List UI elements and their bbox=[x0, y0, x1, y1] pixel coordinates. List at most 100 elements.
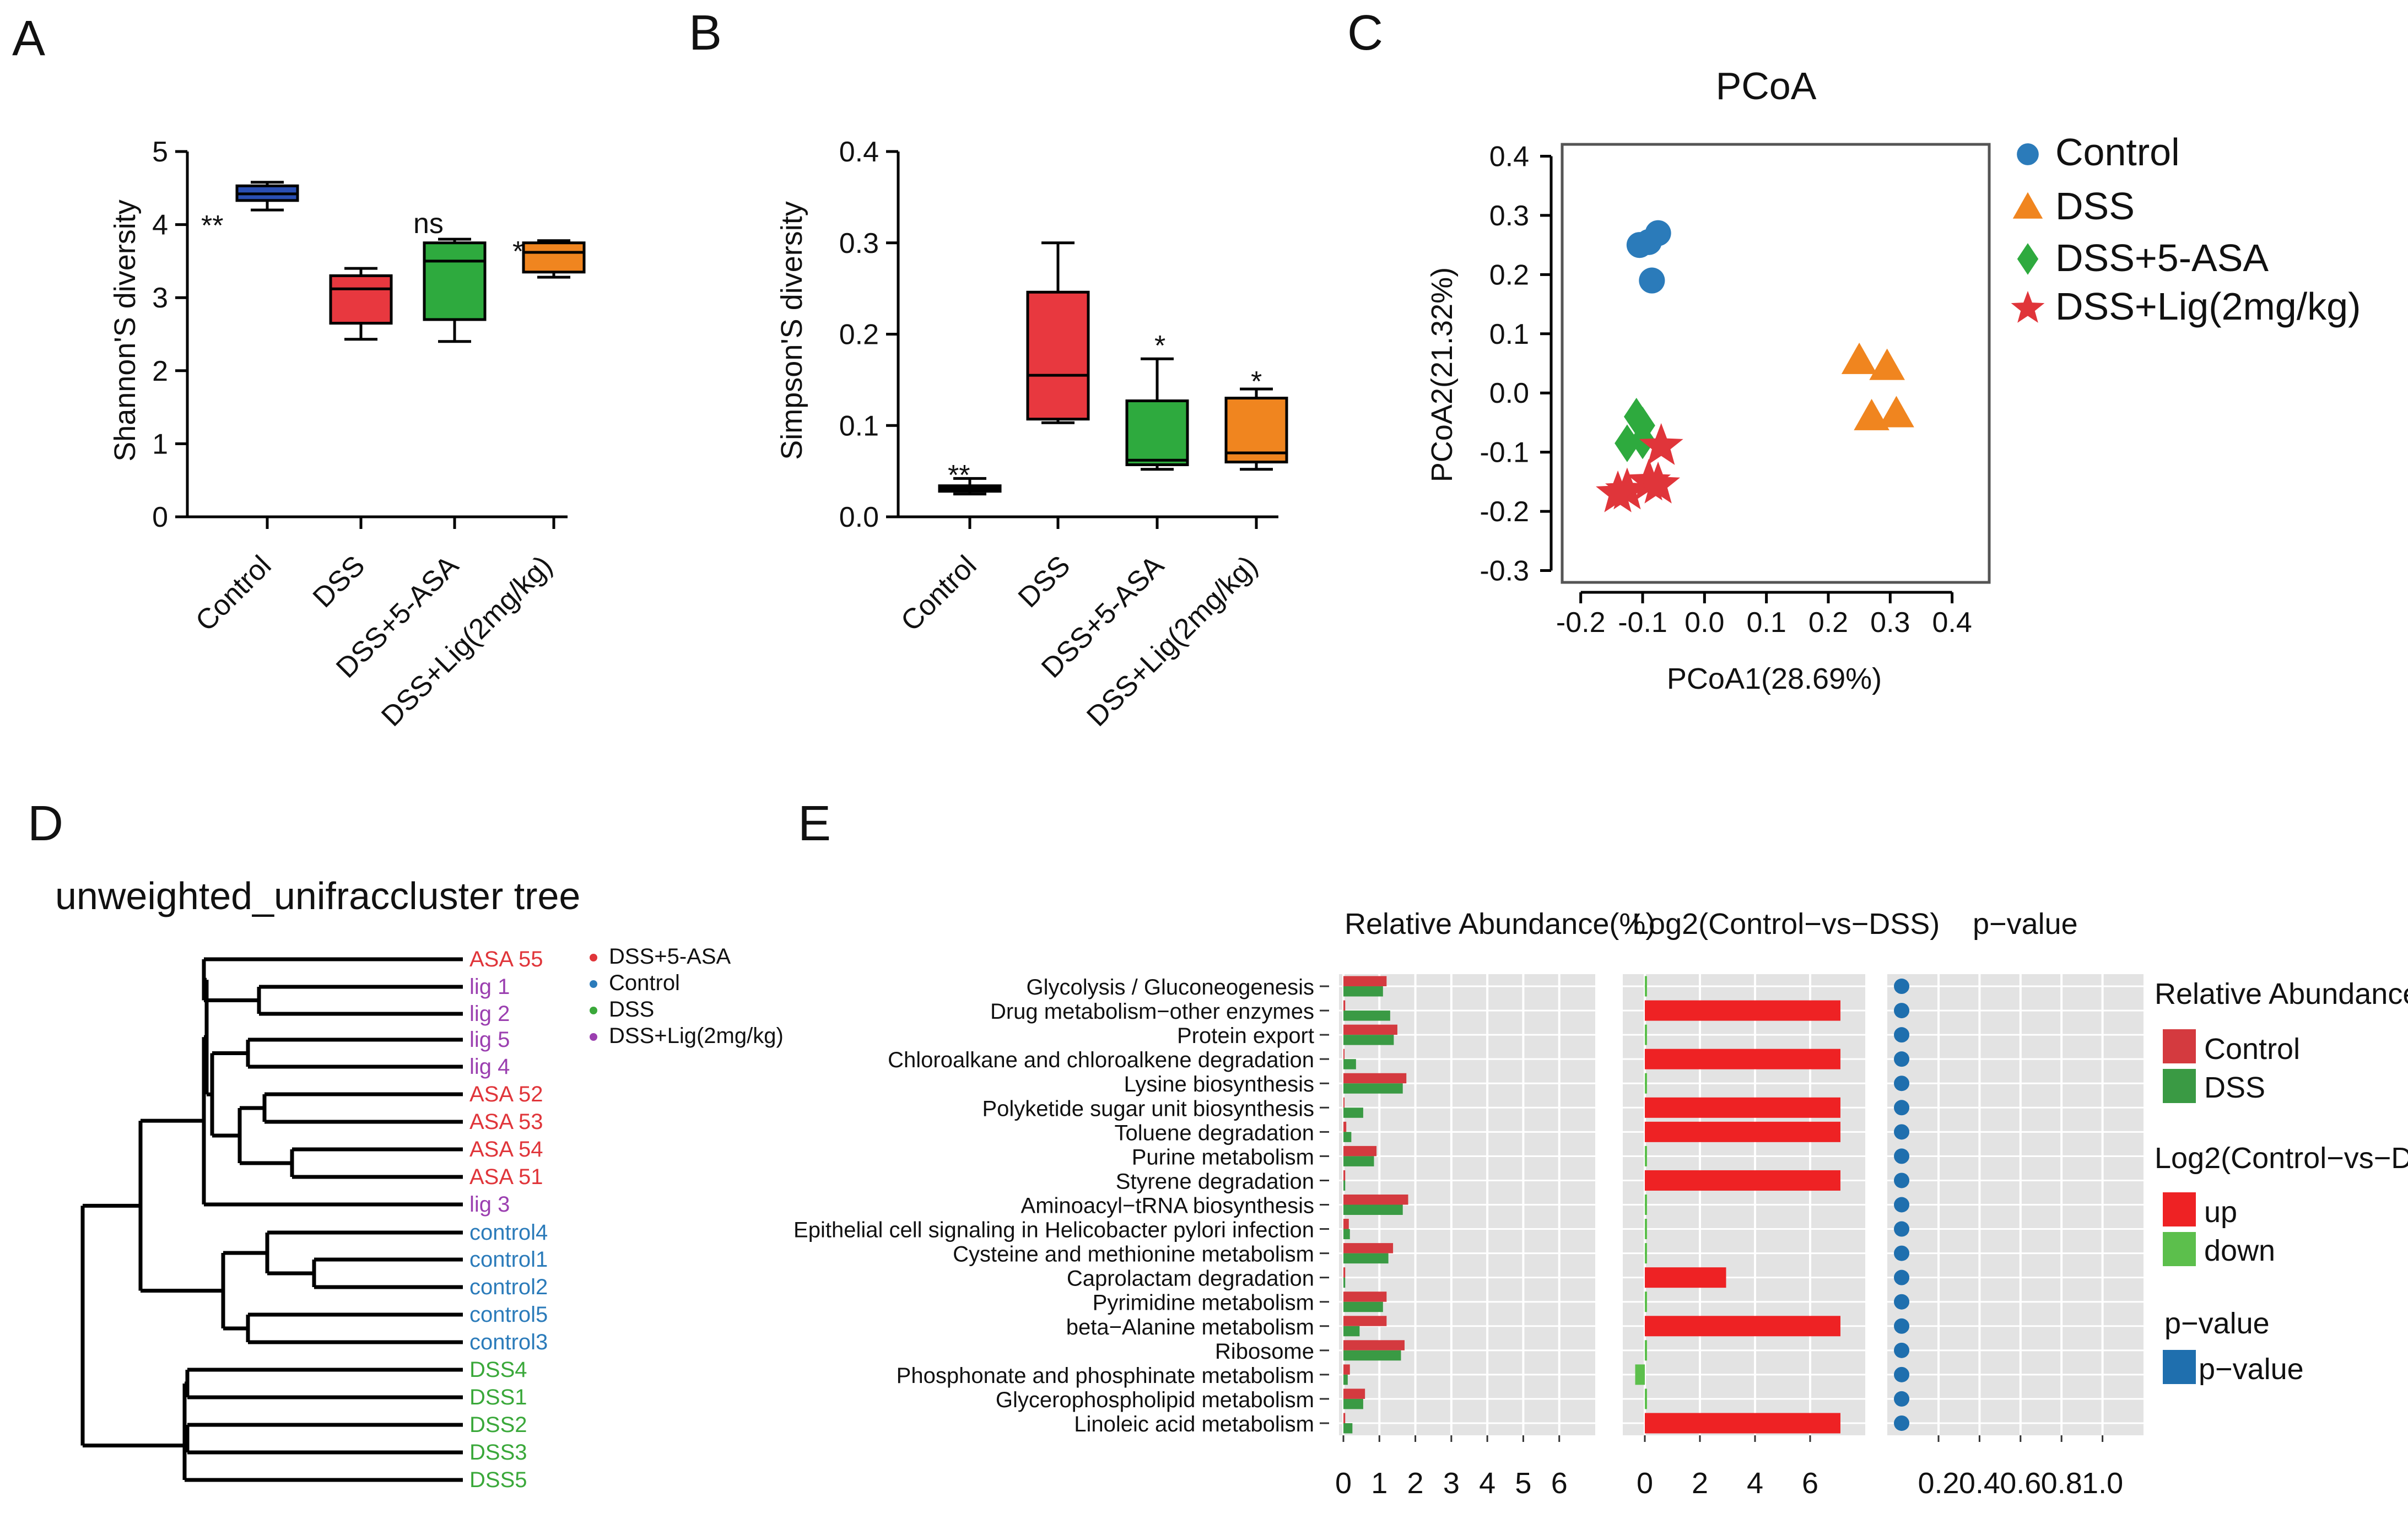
pathway-label: Pyrimidine metabolism bbox=[1093, 1291, 1314, 1315]
shannon-x-tick-1: DSS bbox=[307, 549, 371, 614]
shannon-x-tick-3: DSS+Lig(2mg/kg) bbox=[375, 549, 558, 732]
log2-bar bbox=[1645, 1340, 1647, 1361]
tree-leaf-label: DSS4 bbox=[469, 1358, 527, 1382]
panel-letter-a: A bbox=[12, 11, 45, 66]
pcoa-y-tick-label: 0.3 bbox=[1489, 200, 1529, 232]
abundance-bar-control bbox=[1343, 1267, 1346, 1278]
pcoa-y-tick-label: 0.1 bbox=[1489, 318, 1529, 350]
abundance-bar-control bbox=[1343, 1219, 1349, 1229]
log2-bar bbox=[1645, 1000, 1840, 1021]
abundance-bar-dss bbox=[1343, 1423, 1353, 1434]
shannon-y-tick-label: 5 bbox=[152, 136, 168, 168]
pathway-label: Phosphonate and phosphinate metabolism bbox=[897, 1364, 1314, 1388]
pathway-label: beta−Alanine metabolism bbox=[1066, 1315, 1314, 1339]
pcoa-point bbox=[1596, 470, 1640, 512]
pcoa-point bbox=[1639, 423, 1683, 465]
tree-legend-label: DSS+5-ASA bbox=[609, 944, 731, 969]
tree-leaf-label: control1 bbox=[469, 1247, 548, 1272]
panel-letter-b: B bbox=[689, 6, 722, 61]
tree-leaf-label: ASA 54 bbox=[469, 1137, 543, 1161]
pcoa-x-tick-label: 0.1 bbox=[1747, 607, 1786, 639]
pcoa-point bbox=[1878, 396, 1914, 428]
log2-bar bbox=[1645, 1073, 1647, 1094]
pvalue-point bbox=[1894, 1318, 1910, 1334]
log2-bar bbox=[1645, 1121, 1840, 1142]
pvalue-point bbox=[1894, 1076, 1910, 1091]
pcoa-title: PCoA bbox=[1716, 64, 1817, 107]
pcoa-x-tick-label: -0.2 bbox=[1556, 607, 1606, 639]
legend-up-label: up bbox=[2204, 1196, 2237, 1229]
tree-leaf-label: ASA 51 bbox=[469, 1165, 543, 1189]
pvalue-point bbox=[1894, 1391, 1910, 1407]
pcoa-legend-marker bbox=[2017, 143, 2039, 165]
pvalue-point bbox=[1894, 1148, 1910, 1164]
simpson-y-tick-label: 0.2 bbox=[839, 319, 879, 351]
abundance-bar-dss bbox=[1343, 1083, 1403, 1094]
pcoa-point bbox=[1869, 348, 1905, 380]
legend-up-swatch bbox=[2163, 1192, 2196, 1226]
tree-leaf-label: control3 bbox=[469, 1330, 548, 1354]
log2-bar bbox=[1645, 1170, 1840, 1191]
pvalue-point bbox=[1894, 1027, 1910, 1043]
abundance-bar-control bbox=[1343, 1145, 1377, 1157]
abundance-bar-dss bbox=[1343, 1107, 1363, 1118]
pcoa-legend-marker bbox=[2012, 192, 2043, 219]
pvalue-tick-label: 1.0 bbox=[2082, 1467, 2123, 1500]
legend-pvalue-label: p−value bbox=[2199, 1353, 2304, 1386]
tree-legend-dot bbox=[590, 980, 597, 988]
tree-legend-dot bbox=[590, 1033, 597, 1041]
abundance-tick-label: 2 bbox=[1407, 1467, 1424, 1500]
abundance-bar-dss bbox=[1343, 1277, 1346, 1288]
shannon-y-label: Shannon'S diversity bbox=[109, 199, 142, 462]
abundance-bar-control bbox=[1343, 1316, 1387, 1326]
abundance-bar-dss bbox=[1343, 1350, 1401, 1361]
panel-letter-e: E bbox=[798, 796, 831, 851]
pathway-label: Ribosome bbox=[1215, 1339, 1314, 1364]
simpson-y-label: Simpson'S diversity bbox=[775, 201, 808, 460]
log2-tick-label: 0 bbox=[1637, 1467, 1653, 1500]
simpson-y-tick-label: 0.3 bbox=[839, 228, 879, 260]
abundance-bar-control bbox=[1343, 1073, 1407, 1084]
legend-log2-title: Log2(Control−vs−DSS) bbox=[2155, 1142, 2408, 1175]
tree-legend-dot bbox=[590, 1007, 597, 1014]
shannon-box bbox=[329, 274, 393, 325]
pcoa-y-tick-label: 0.2 bbox=[1489, 259, 1529, 291]
simpson-y-tick-label: 0.0 bbox=[839, 501, 879, 533]
panel-letter-c: C bbox=[1347, 6, 1383, 61]
pcoa-x-tick-label: 0.4 bbox=[1932, 607, 1972, 639]
log2-bar bbox=[1645, 1219, 1647, 1240]
log2-bar bbox=[1645, 1097, 1840, 1118]
abundance-bar-dss bbox=[1343, 1035, 1394, 1045]
abundance-bar-dss bbox=[1343, 1204, 1403, 1215]
pcoa-legend-label-3: DSS+Lig(2mg/kg) bbox=[2055, 285, 2361, 328]
pathway-label: Caprolactam degradation bbox=[1067, 1267, 1314, 1291]
tree-leaf-label: lig 5 bbox=[469, 1028, 510, 1052]
tree-leaf-label: control5 bbox=[469, 1303, 548, 1327]
log2-tick-label: 6 bbox=[1802, 1467, 1818, 1500]
legend-dss-swatch bbox=[2163, 1069, 2196, 1103]
pcoa-point bbox=[1854, 398, 1889, 430]
shannon-y-tick-label: 4 bbox=[152, 209, 168, 241]
tree-title: unweighted_unifraccluster tree bbox=[55, 874, 580, 917]
abundance-bar-control bbox=[1343, 1194, 1408, 1205]
abundance-tick-label: 0 bbox=[1335, 1467, 1352, 1500]
pcoa-y-tick-label: 0.0 bbox=[1489, 377, 1529, 409]
abundance-bar-control bbox=[1343, 1097, 1345, 1108]
abundance-bar-dss bbox=[1343, 1180, 1346, 1191]
tree-leaf-label: ASA 52 bbox=[469, 1082, 543, 1106]
tree-legend-label: DSS+Lig(2mg/kg) bbox=[609, 1024, 784, 1048]
pcoa-frame bbox=[1561, 143, 1991, 584]
pathway-label: Lysine biosynthesis bbox=[1124, 1072, 1314, 1096]
abundance-tick-label: 1 bbox=[1371, 1467, 1387, 1500]
log2-bar bbox=[1645, 1145, 1647, 1166]
simpson-boxplot: Simpson'S diversity ** * * Control DSS D… bbox=[775, 136, 1288, 733]
log2-bar bbox=[1645, 1413, 1840, 1434]
tree-leaf-label: control2 bbox=[469, 1275, 548, 1299]
abundance-bar-dss bbox=[1343, 1011, 1390, 1021]
tree-leaf-label: lig 4 bbox=[469, 1055, 510, 1079]
tree-leaf-label: lig 3 bbox=[469, 1192, 510, 1217]
pvalue-point bbox=[1894, 1051, 1910, 1067]
abundance-bar-dss bbox=[1343, 1326, 1360, 1337]
pcoa-y-label: PCoA2(21.32%) bbox=[1426, 267, 1459, 482]
abundance-bar-control bbox=[1343, 1340, 1405, 1350]
